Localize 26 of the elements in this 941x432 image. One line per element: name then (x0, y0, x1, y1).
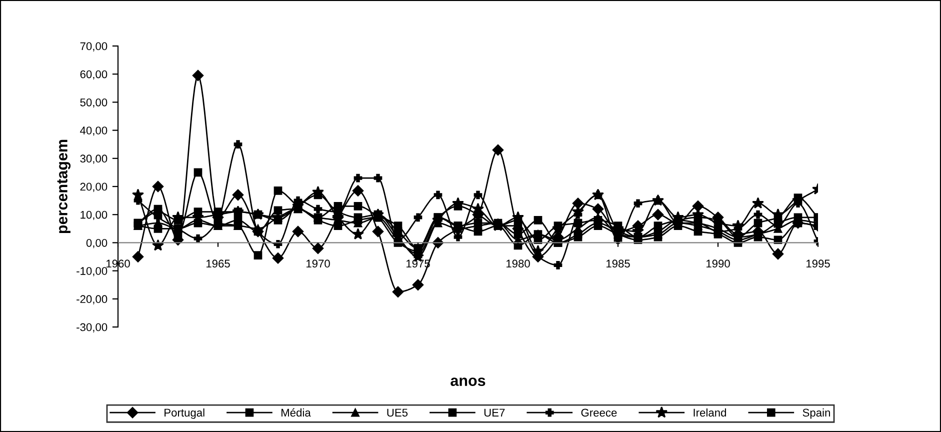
x-axis-title: anos (450, 378, 486, 386)
y-tick-label: -10,00 (76, 267, 108, 276)
legend-label: UE7 (484, 408, 505, 417)
x-tick-label: 1995 (806, 260, 830, 268)
y-tick-label: -30,00 (76, 323, 108, 332)
legend-label: UE5 (387, 408, 408, 417)
x-tick-label: 1965 (206, 260, 230, 268)
legend-label: Spain (802, 408, 830, 419)
y-tick-label: 40,00 (80, 126, 108, 136)
y-tick-label: 10,00 (80, 210, 108, 220)
x-tick-label: 1980 (506, 260, 530, 268)
legend-label: Ireland (694, 408, 726, 417)
y-tick-label: 70,00 (80, 42, 108, 52)
x-tick-label: 1990 (706, 260, 730, 268)
y-tick-label: 60,00 (80, 70, 108, 80)
y-tick-label: -20,00 (76, 295, 108, 304)
y-tick-label: 30,00 (80, 154, 108, 164)
legend-label: Portugal (164, 408, 204, 419)
y-axis-title: percentagem (57, 140, 71, 234)
y-tick-label: 50,00 (80, 98, 108, 108)
y-tick-label: 0,00 (86, 238, 108, 248)
y-tick-label: 20,00 (80, 182, 108, 192)
x-tick-label: 1985 (606, 260, 630, 268)
legend-label: Média (282, 408, 311, 417)
legend-label: Greece (581, 408, 617, 417)
x-tick-label: 1970 (306, 260, 330, 268)
